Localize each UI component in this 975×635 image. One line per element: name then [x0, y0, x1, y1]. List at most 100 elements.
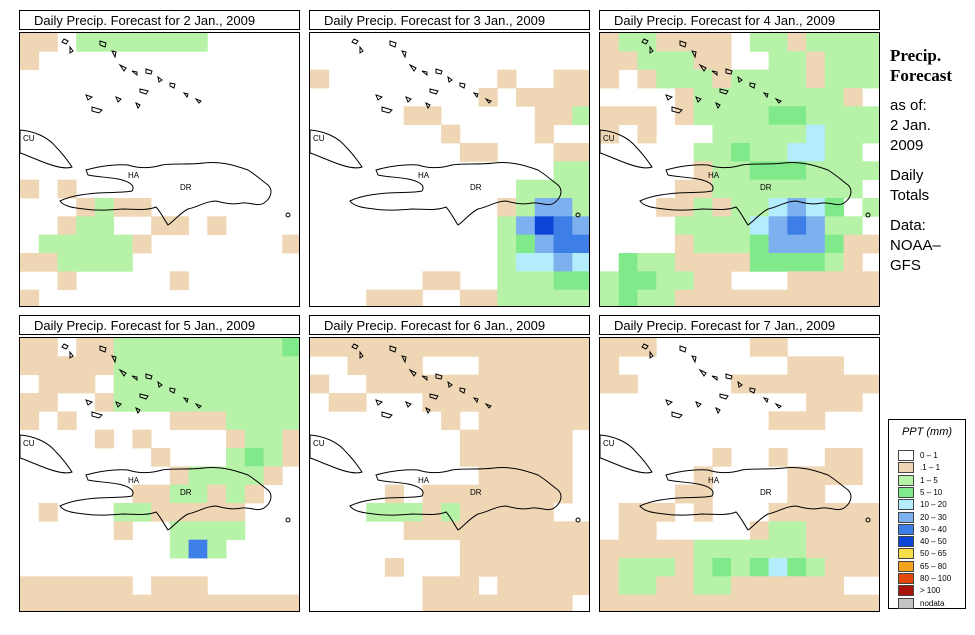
- precip-cell: [674, 198, 695, 217]
- precip-cell: [572, 179, 589, 199]
- precip-cell: [843, 448, 863, 467]
- bahamas-island: [695, 96, 702, 103]
- label-cuba: CU: [313, 134, 325, 143]
- precip-cell: [478, 143, 498, 162]
- asof-date-line1: 2 Jan.: [890, 117, 931, 134]
- precip-cell: [768, 88, 788, 107]
- precip-cell: [534, 356, 554, 376]
- precip-cell: [862, 271, 879, 291]
- precip-cell: [712, 106, 732, 126]
- legend-label: 65 – 80: [920, 561, 947, 571]
- precip-cell: [787, 539, 807, 559]
- precip-cell: [244, 411, 264, 431]
- precip-cell: [422, 576, 442, 596]
- precip-cell: [618, 289, 638, 306]
- precip-cell: [263, 338, 283, 357]
- precip-cell: [20, 253, 40, 272]
- precip-cell: [553, 338, 573, 357]
- precip-grid: [310, 38, 589, 306]
- precip-cell: [806, 484, 826, 504]
- precip-cell: [843, 143, 863, 162]
- precip-cell: [572, 69, 589, 89]
- precip-cell: [226, 338, 246, 357]
- precip-cell: [572, 558, 589, 577]
- precip-cell: [618, 521, 638, 541]
- precip-cell: [516, 539, 536, 559]
- label-haiti: HA: [708, 171, 720, 180]
- precip-cell: [787, 88, 807, 107]
- precip-cell: [787, 466, 807, 486]
- bahamas-island: [679, 40, 687, 48]
- precip-cell: [712, 234, 732, 254]
- precip-cell: [94, 234, 115, 254]
- bahamas-island: [91, 411, 103, 419]
- precip-cell: [20, 576, 40, 596]
- precip-cell: [712, 558, 732, 577]
- precip-cell: [843, 558, 863, 577]
- cuba-coastline: [310, 129, 363, 169]
- precip-cell: [637, 124, 657, 144]
- precip-cell: [656, 594, 676, 611]
- bahamas-island: [169, 82, 176, 89]
- precip-cell: [843, 271, 863, 291]
- precip-cell: [76, 234, 96, 254]
- precip-cell: [207, 539, 227, 559]
- precip-cell: [824, 594, 844, 611]
- precip-cell: [516, 393, 536, 412]
- precip-cell: [94, 576, 115, 596]
- legend-label: 5 – 10: [920, 487, 943, 497]
- precip-cell: [572, 289, 589, 306]
- precip-cell: [656, 289, 676, 306]
- precip-grid: [600, 33, 879, 306]
- precip-cell: [244, 429, 264, 449]
- panel-title: Daily Precip. Forecast for 7 Jan., 2009: [599, 315, 880, 335]
- bahamas-island: [145, 373, 153, 380]
- precip-cell: [403, 106, 423, 126]
- sidebar-title-line1: Precip.: [890, 46, 942, 65]
- precip-cell: [824, 106, 844, 126]
- legend-swatch: [898, 486, 914, 498]
- precip-cell: [282, 429, 299, 449]
- precip-cell: [843, 393, 863, 412]
- bahamas-island: [359, 45, 364, 54]
- precip-cell: [497, 393, 517, 412]
- precip-cell: [534, 466, 554, 486]
- precip-cell: [94, 429, 115, 449]
- precip-cell: [328, 338, 348, 357]
- precip-cell: [94, 594, 115, 611]
- precip-cell: [862, 106, 879, 126]
- bahamas-island: [157, 380, 163, 388]
- precip-cell: [768, 521, 788, 541]
- precip-cell: [749, 216, 769, 236]
- legend-item: 40 – 50: [898, 536, 947, 548]
- precip-cell: [38, 576, 58, 596]
- precip-cell: [57, 594, 77, 611]
- precip-cell: [553, 253, 573, 272]
- precip-cell: [441, 484, 461, 504]
- precip-cell: [572, 234, 589, 254]
- cuba-coastline: [600, 434, 653, 474]
- precip-cell: [824, 33, 844, 52]
- precip-cell: [749, 253, 769, 272]
- legend-swatch: [898, 585, 914, 597]
- precip-cell: [516, 558, 536, 577]
- precip-cell: [76, 253, 96, 272]
- legend-label: 10 – 20: [920, 500, 947, 510]
- precip-cell: [422, 594, 442, 611]
- bahamas-island: [389, 40, 397, 48]
- precip-cell: [169, 484, 189, 504]
- legend-title: PPT (mm): [901, 426, 953, 438]
- bahamas-island: [472, 92, 479, 99]
- precip-cell: [656, 539, 676, 559]
- legend-swatch: [898, 499, 914, 511]
- precip-cell: [806, 234, 826, 254]
- precip-cell: [600, 356, 620, 376]
- precip-cell: [731, 161, 751, 181]
- precip-cell: [151, 393, 171, 412]
- precip-cell: [768, 179, 788, 199]
- precip-cell: [459, 448, 479, 467]
- precip-cell: [572, 393, 589, 412]
- precip-cell: [478, 411, 498, 431]
- precip-cell: [862, 521, 879, 541]
- precip-cell: [749, 558, 769, 577]
